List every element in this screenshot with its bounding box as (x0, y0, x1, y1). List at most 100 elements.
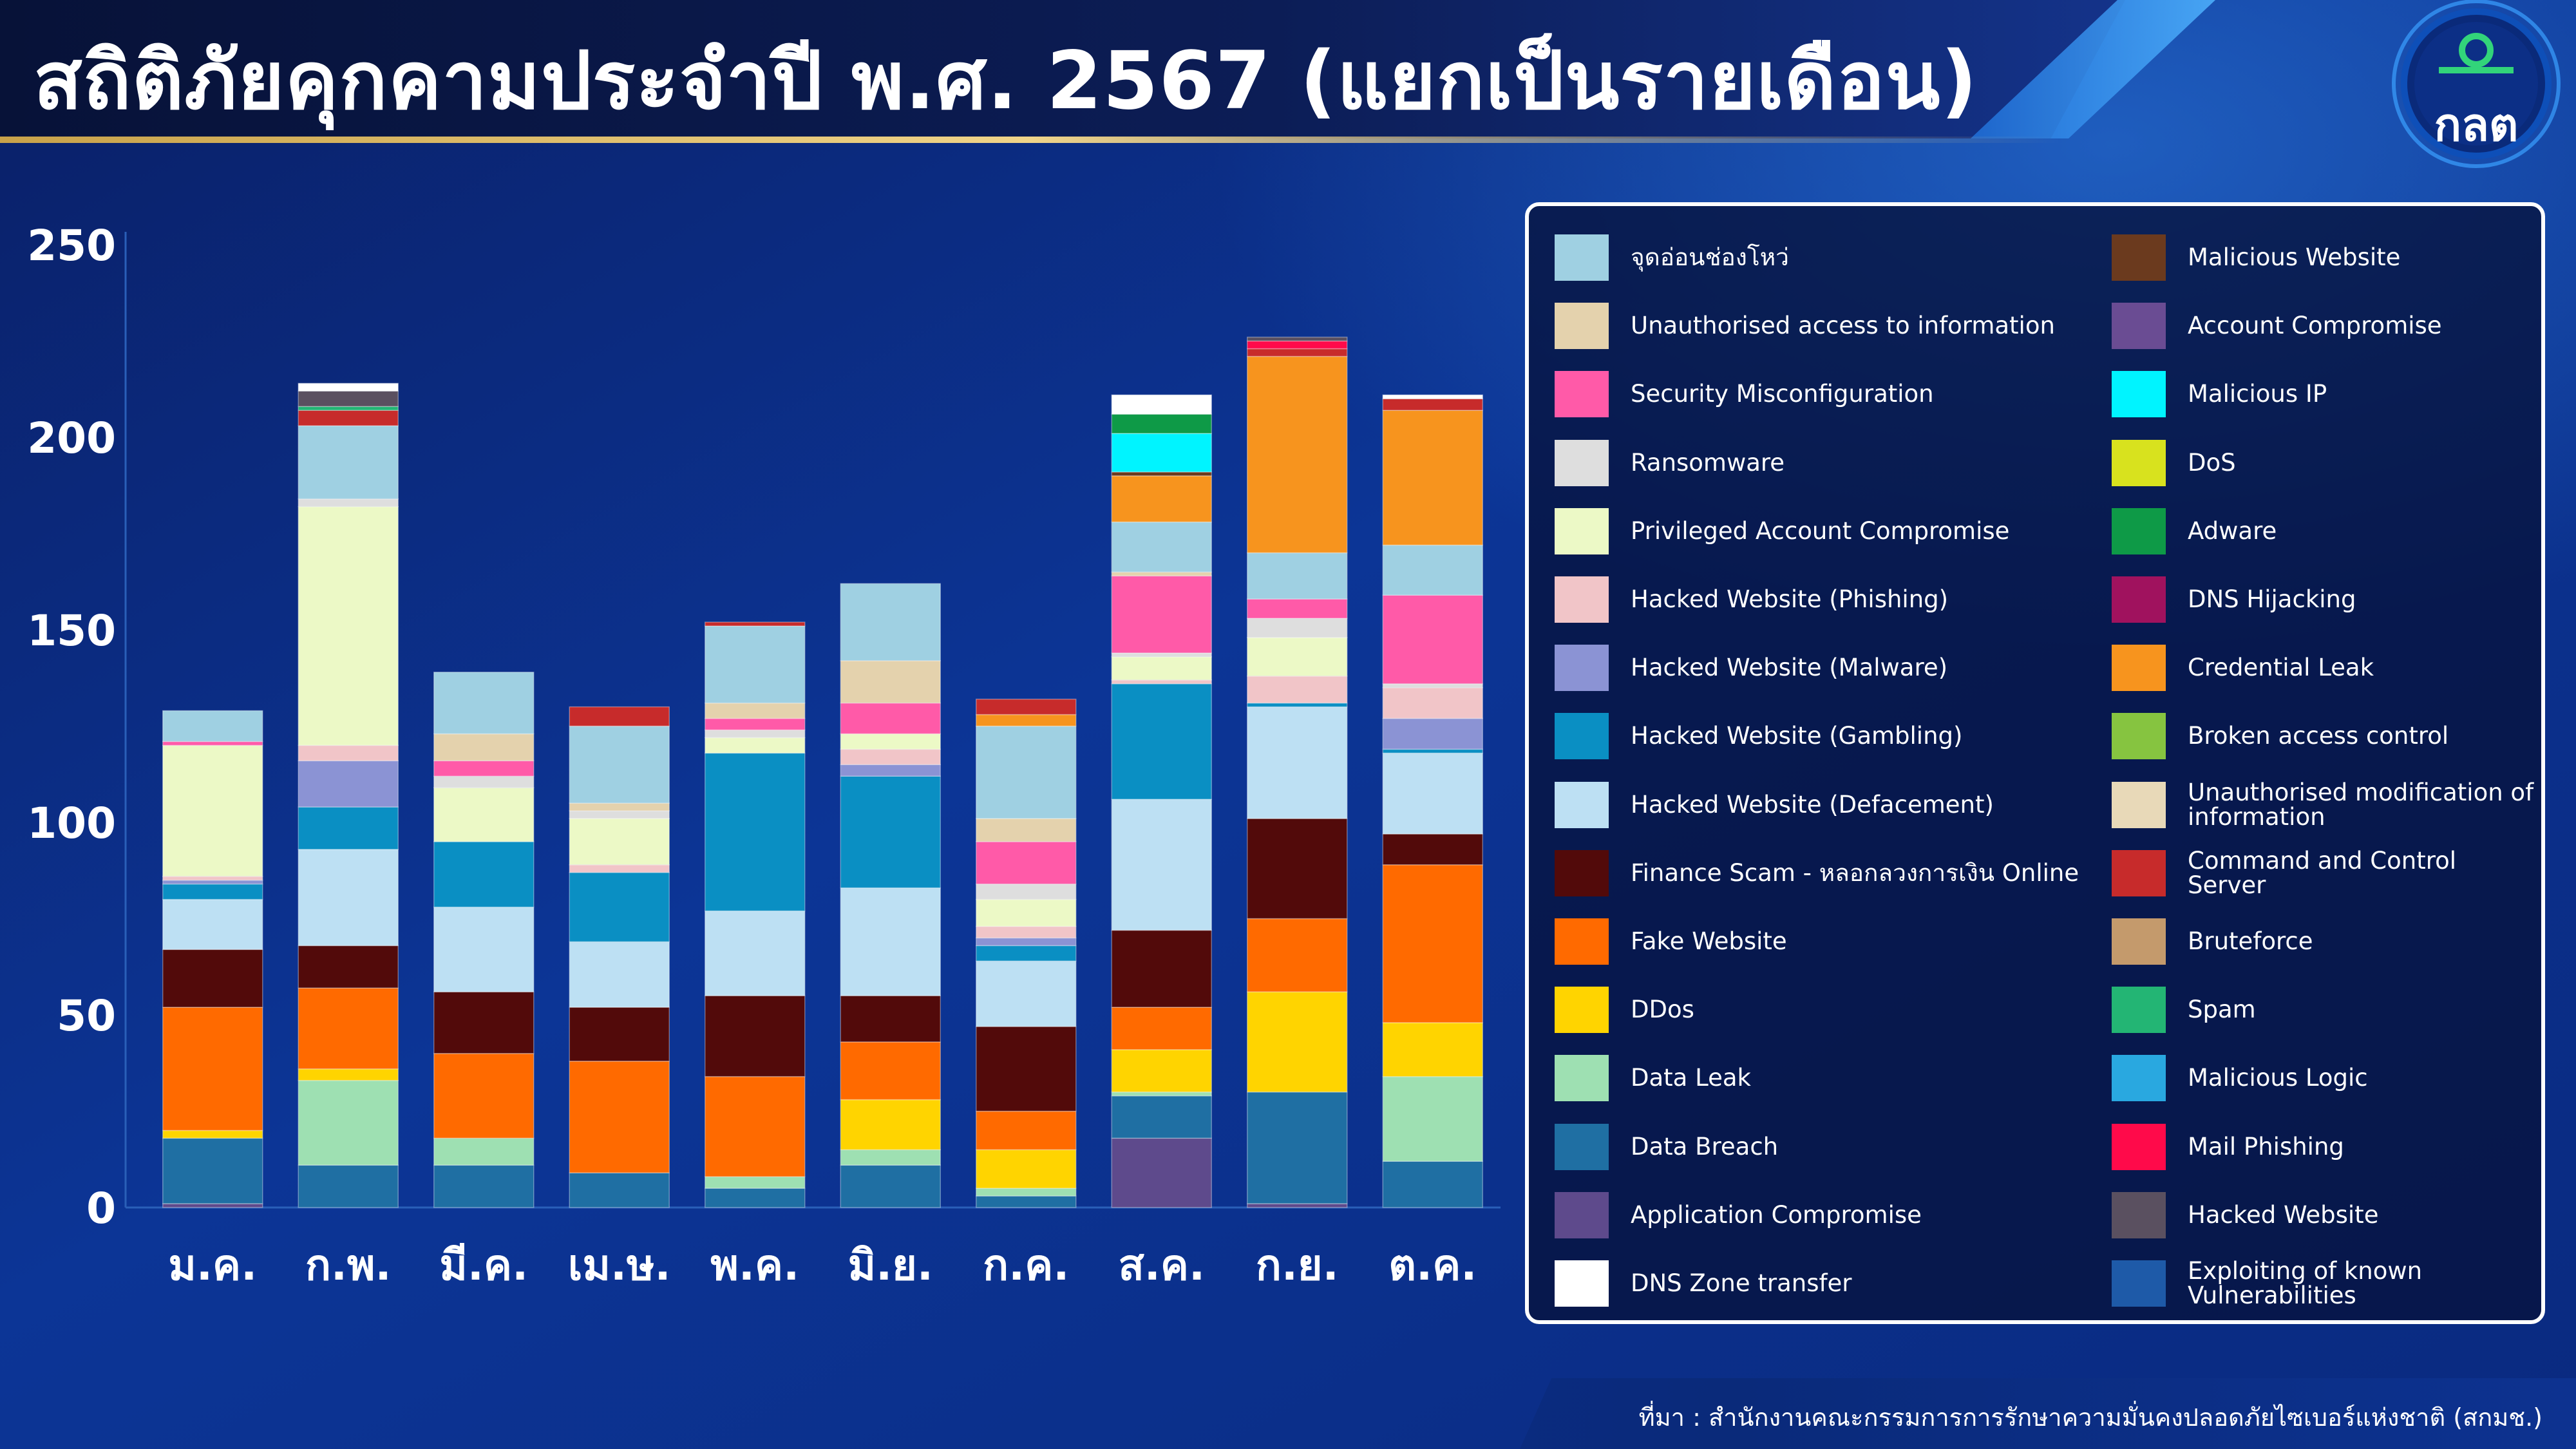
legend-label: Credential Leak (2188, 654, 2374, 682)
legend-swatch (2112, 439, 2166, 486)
chart-ticks: 0 50 100 150 200 250 ม.ค. ก.พ. มี.ค. เม.ษ. พ.ค. มิ.… (27, 221, 1477, 1290)
bar-segment (1382, 833, 1483, 866)
bar-segment (569, 725, 670, 804)
bar-segment (569, 1007, 670, 1062)
bar-segment (1382, 864, 1483, 1023)
y-tick-label: 100 (27, 799, 116, 848)
bar-segment (433, 1137, 535, 1166)
legend-item: Spam (2112, 984, 2256, 1036)
legend-label: Hacked Website (Malware) (1631, 654, 1948, 682)
source-text: ที่มา : สำนักงานคณะกรรมการการรักษาความมั… (1638, 1403, 2543, 1432)
bar-segment (976, 1195, 1077, 1208)
bar-segment (705, 1075, 806, 1177)
legend-label: Command and Control Server (2188, 846, 2457, 899)
legend-label: Adware (2188, 516, 2277, 545)
bar-segment (1247, 702, 1348, 708)
legend-label: DoS (2188, 448, 2236, 477)
legend-label: Malicious IP (2188, 380, 2327, 408)
bar-segment (298, 806, 399, 850)
bar-segment (433, 733, 535, 762)
legend-label: Hacked Website (2188, 1200, 2379, 1229)
bar-segment (1247, 336, 1348, 342)
bar-segment (1111, 1095, 1212, 1139)
bar-segment (705, 717, 806, 731)
bar-segment (1247, 818, 1348, 920)
bar-segment (840, 1164, 941, 1208)
bar-segment (298, 390, 399, 407)
bar-segment (705, 910, 806, 996)
x-tick-label: มี.ค. (439, 1240, 528, 1290)
bar-segment (1111, 1007, 1212, 1050)
y-tick-label: 0 (86, 1184, 116, 1233)
legend-label: DNS Zone transfer (1631, 1269, 1852, 1297)
legend-swatch (1555, 1123, 1609, 1170)
bar-segment (1247, 991, 1348, 1093)
legend-swatch (1555, 987, 1609, 1034)
bar-segment (840, 748, 941, 766)
bar-segment (705, 1188, 806, 1208)
bar-segment (1247, 552, 1348, 600)
bar-segment (298, 987, 399, 1070)
bar-segment (162, 744, 263, 877)
bar-segment (976, 1026, 1077, 1112)
x-tick-label: มิ.ย. (848, 1240, 933, 1290)
bar-segment (1247, 598, 1348, 619)
legend-label: Mail Phishing (2188, 1132, 2344, 1160)
bar-segment (976, 937, 1077, 947)
bar-segment (840, 702, 941, 735)
bar-segment (298, 425, 399, 500)
legend-swatch (1555, 918, 1609, 965)
bar-segment (1382, 748, 1483, 754)
legend-swatch (2112, 1055, 2166, 1102)
legend-label: Spam (2188, 996, 2256, 1024)
bar-segment (976, 898, 1077, 927)
bar-segment (569, 864, 670, 873)
bar-segment (433, 1164, 535, 1208)
bar-segment (569, 1061, 670, 1173)
bar-segment (433, 672, 535, 735)
bar-segment (162, 949, 263, 1008)
legend-item: Data Breach (1555, 1121, 1778, 1173)
title-underline (0, 137, 2061, 143)
chart-bars (162, 336, 1483, 1208)
bar-segment (705, 995, 806, 1077)
legend-swatch (2112, 507, 2166, 554)
bar-segment (1382, 1075, 1483, 1162)
legend-item: Malicious IP (2112, 368, 2327, 420)
legend-swatch (2112, 645, 2166, 692)
legend-item: Finance Scam - หลอกลวงการเงิน Online (1555, 848, 2079, 899)
x-tick-label: ก.ค. (983, 1240, 1069, 1290)
legend-swatch (2112, 1260, 2166, 1307)
legend-swatch (1555, 439, 1609, 486)
legend-item: Data Leak (1555, 1052, 1751, 1104)
bar-segment (298, 945, 399, 989)
legend-label: Hacked Website (Phishing) (1631, 585, 1949, 613)
bar-segment (1382, 717, 1483, 750)
legend-label: Privileged Account Compromise (1631, 516, 2010, 545)
bar-segment (976, 698, 1077, 715)
bar-segment (162, 898, 263, 951)
legend-label: Unauthorised access to information (1631, 312, 2055, 340)
bar-segment (1111, 683, 1212, 800)
page-title: สถิติภัยคุกคามประจำปี พ.ศ. 2567 (แยกเป็น… (33, 35, 1978, 128)
x-tick-label: ก.พ. (305, 1240, 392, 1290)
bar-segment (1247, 340, 1348, 350)
x-tick-label: ม.ค. (168, 1240, 257, 1290)
bar-segment (1382, 687, 1483, 719)
legend-swatch (2112, 849, 2166, 896)
bar-segment (705, 702, 806, 719)
bar-segment (1247, 918, 1348, 992)
legend-label: Broken access control (2188, 722, 2449, 750)
legend-item: Bruteforce (2112, 916, 2313, 967)
bar-segment (162, 710, 263, 743)
bar-segment (162, 879, 263, 885)
bar-segment (976, 841, 1077, 885)
bar-segment (840, 775, 941, 889)
bar-segment (840, 887, 941, 996)
bar-segment (1247, 618, 1348, 638)
legend-label: Bruteforce (2188, 927, 2313, 955)
bar-segment (1247, 355, 1348, 554)
bar-segment (162, 883, 263, 900)
bar-segment (1382, 752, 1483, 835)
bar-segment (1382, 1160, 1483, 1208)
